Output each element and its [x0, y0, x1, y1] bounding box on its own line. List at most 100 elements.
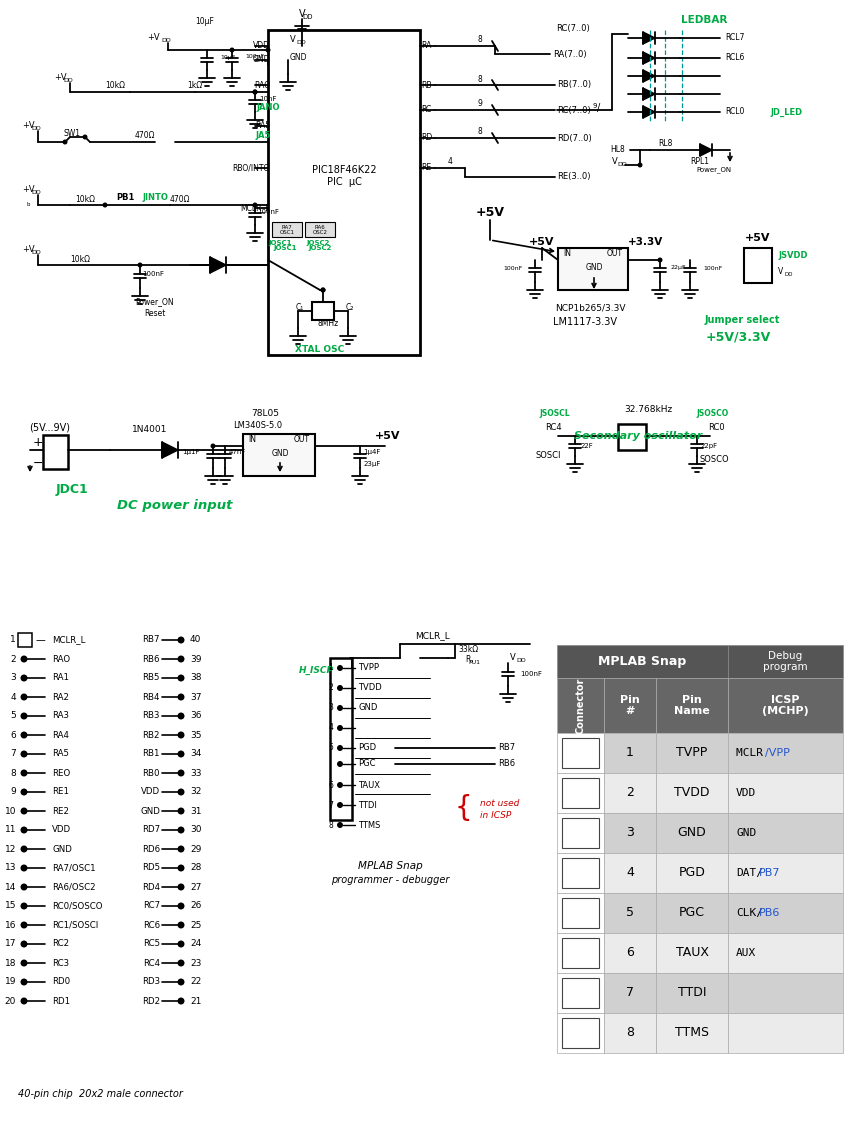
Text: 8: 8: [478, 127, 482, 136]
Circle shape: [337, 665, 343, 670]
Text: V: V: [290, 36, 296, 45]
Text: V: V: [298, 9, 305, 19]
Circle shape: [21, 902, 27, 909]
Text: /: /: [598, 104, 600, 112]
Text: TVDD: TVDD: [358, 684, 381, 693]
Text: JD_LED: JD_LED: [770, 107, 802, 117]
Text: {: {: [455, 794, 473, 822]
Text: 100nF: 100nF: [245, 54, 264, 60]
Text: 6: 6: [328, 781, 333, 790]
Text: RC(7..0): RC(7..0): [557, 24, 590, 33]
Text: SW1: SW1: [63, 128, 80, 137]
Text: 3: 3: [626, 827, 634, 839]
Text: JINTO: JINTO: [142, 193, 168, 202]
Bar: [557, 773, 604, 813]
Text: +V: +V: [21, 245, 34, 254]
Text: RCL7: RCL7: [725, 34, 745, 43]
Text: +: +: [32, 435, 44, 449]
Circle shape: [337, 745, 343, 752]
Circle shape: [321, 288, 326, 292]
Text: V: V: [778, 268, 783, 277]
Text: 8: 8: [478, 74, 482, 83]
Text: RB6: RB6: [498, 759, 515, 768]
Text: PGC: PGC: [358, 759, 375, 768]
Polygon shape: [643, 106, 655, 118]
Bar: [604, 734, 656, 773]
Polygon shape: [700, 144, 712, 156]
Text: PGD: PGD: [358, 744, 376, 753]
Text: 1N4001: 1N4001: [133, 425, 168, 434]
Text: JSOSCO: JSOSCO: [696, 408, 728, 417]
Text: 8: 8: [478, 36, 482, 45]
Text: LEDBAR: LEDBAR: [681, 15, 728, 25]
Text: DD: DD: [63, 79, 73, 83]
Bar: [728, 813, 843, 853]
Text: +5V: +5V: [475, 206, 504, 218]
Text: Jumper select: Jumper select: [705, 315, 780, 325]
Text: TTDI: TTDI: [678, 987, 706, 999]
Text: RD: RD: [421, 134, 433, 143]
Circle shape: [21, 940, 27, 947]
Text: 19: 19: [4, 978, 16, 987]
Text: +5V: +5V: [746, 233, 770, 243]
Text: 5: 5: [10, 711, 16, 720]
Text: 20: 20: [4, 997, 16, 1006]
Text: PB6: PB6: [759, 908, 781, 918]
Text: RD4: RD4: [142, 882, 160, 891]
Text: RB0: RB0: [143, 768, 160, 777]
Text: 1μ1F: 1μ1F: [182, 449, 200, 454]
Text: OUT: OUT: [294, 435, 310, 444]
Text: 34: 34: [190, 749, 202, 758]
Text: 22μF: 22μF: [670, 266, 686, 270]
Text: in ICSP: in ICSP: [480, 810, 511, 819]
Bar: [656, 678, 728, 734]
Text: VDD: VDD: [52, 826, 71, 835]
Text: 23: 23: [190, 958, 202, 968]
Text: RBO/INTO: RBO/INTO: [233, 163, 270, 172]
Text: C₁: C₁: [296, 304, 304, 313]
Text: RB: RB: [421, 81, 432, 90]
Circle shape: [178, 712, 185, 720]
Text: TAUX: TAUX: [358, 781, 380, 790]
Bar: [562, 898, 599, 928]
Text: 8: 8: [626, 1026, 634, 1040]
Text: RD1: RD1: [52, 997, 70, 1006]
Text: RCL0: RCL0: [725, 108, 745, 117]
Text: RD2: RD2: [142, 997, 160, 1006]
Text: IN: IN: [248, 435, 256, 444]
Bar: [272, 222, 302, 237]
Text: RC(7..0): RC(7..0): [557, 106, 591, 115]
Bar: [728, 678, 843, 734]
Bar: [557, 1012, 604, 1053]
Text: 47nF: 47nF: [228, 449, 245, 454]
Text: PB1: PB1: [115, 193, 134, 202]
Text: RD0: RD0: [52, 978, 70, 987]
Text: RD3: RD3: [142, 978, 160, 987]
Text: Secondary oscillator: Secondary oscillator: [574, 431, 702, 441]
Text: 1: 1: [10, 636, 16, 645]
Circle shape: [638, 162, 642, 168]
Polygon shape: [162, 442, 178, 458]
Text: 22F: 22F: [581, 443, 593, 449]
Text: V: V: [612, 158, 618, 166]
Bar: [604, 853, 656, 893]
Text: GND: GND: [678, 827, 706, 839]
Bar: [728, 1012, 843, 1053]
Text: MPLAB Snap: MPLAB Snap: [357, 861, 422, 871]
Text: DAT/: DAT/: [736, 868, 763, 878]
Circle shape: [266, 47, 270, 53]
Circle shape: [337, 724, 343, 731]
Bar: [43, 435, 68, 469]
Circle shape: [21, 921, 27, 928]
Text: DD: DD: [296, 40, 306, 45]
Text: Power_ON: Power_ON: [136, 297, 174, 306]
Text: 10μF: 10μF: [196, 18, 215, 27]
Text: MCLR_L: MCLR_L: [240, 204, 270, 213]
Text: 100nF: 100nF: [257, 209, 279, 215]
Circle shape: [178, 827, 185, 834]
Text: V: V: [510, 654, 516, 663]
Text: JSOSCL: JSOSCL: [540, 408, 570, 417]
Circle shape: [337, 705, 343, 711]
Text: JANO: JANO: [256, 104, 280, 112]
Text: TAUX: TAUX: [675, 946, 709, 960]
